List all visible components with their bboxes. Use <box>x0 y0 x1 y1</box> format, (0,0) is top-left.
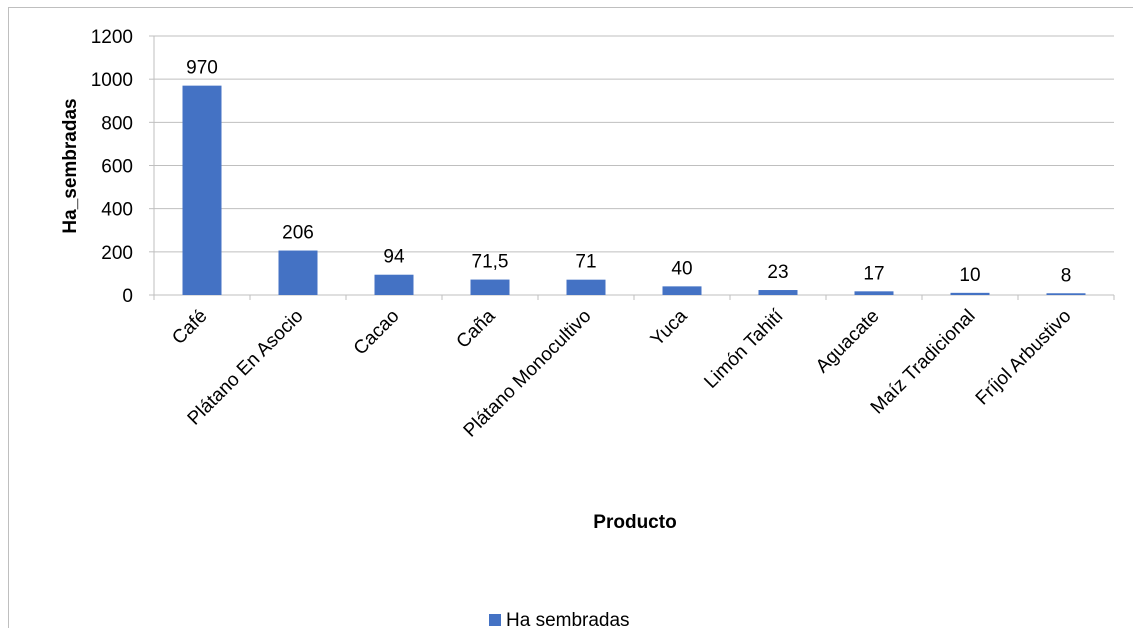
legend-label: Ha sembradas <box>506 610 630 629</box>
y-tick-label: 800 <box>101 113 133 134</box>
data-label: 40 <box>671 258 692 279</box>
category-label: Maíz Tradicional <box>867 306 980 419</box>
category-label: Fríjol Arbustivo <box>972 306 1076 410</box>
y-axis-title: Ha_sembradas <box>60 98 81 233</box>
bar <box>470 279 510 295</box>
legend-swatch <box>489 614 501 626</box>
bar <box>1046 293 1086 295</box>
bar-chart: 0 200 400 600 800 1000 1200 970 206 94 71,5 71 40 23… <box>60 27 1115 629</box>
category-label: Cacao <box>350 306 404 360</box>
data-labels: 970 206 94 71,5 71 40 23 17 10 8 <box>186 58 1071 287</box>
bar <box>566 279 606 295</box>
bar <box>278 250 318 295</box>
data-label: 71 <box>575 252 596 273</box>
y-tick-label: 200 <box>101 243 133 264</box>
data-label: 206 <box>282 223 314 244</box>
data-label: 23 <box>767 262 788 283</box>
y-tick-label: 400 <box>101 200 133 221</box>
data-label: 8 <box>1061 265 1072 286</box>
category-label: Café <box>168 306 211 349</box>
category-label: Caña <box>453 305 500 352</box>
gridlines <box>154 35 1114 253</box>
data-label: 71,5 <box>472 252 509 273</box>
bar <box>662 286 702 295</box>
data-label: 17 <box>863 263 884 284</box>
bar <box>374 274 414 295</box>
bar <box>854 291 894 295</box>
data-label: 94 <box>383 247 405 268</box>
data-label: 10 <box>959 265 980 286</box>
category-label: Aguacate <box>812 306 884 378</box>
category-label: Limón Tahití <box>700 305 788 393</box>
bar <box>758 290 798 295</box>
bars <box>182 85 1086 296</box>
category-label: Yuca <box>647 305 692 350</box>
y-tick-label: 0 <box>122 286 133 307</box>
y-tick-label: 1000 <box>91 70 133 91</box>
y-tick-label: 600 <box>101 157 133 178</box>
x-axis-title: Producto <box>593 512 676 533</box>
legend: Ha sembradas <box>489 610 630 629</box>
bar <box>950 292 990 295</box>
data-label: 970 <box>186 58 218 79</box>
y-tick-labels: 0 200 400 600 800 1000 1200 <box>91 27 133 307</box>
chart-frame: 0 200 400 600 800 1000 1200 970 206 94 71,5 71 40 23… <box>8 7 1133 629</box>
y-tick-label: 1200 <box>91 27 133 48</box>
bar <box>182 85 222 296</box>
